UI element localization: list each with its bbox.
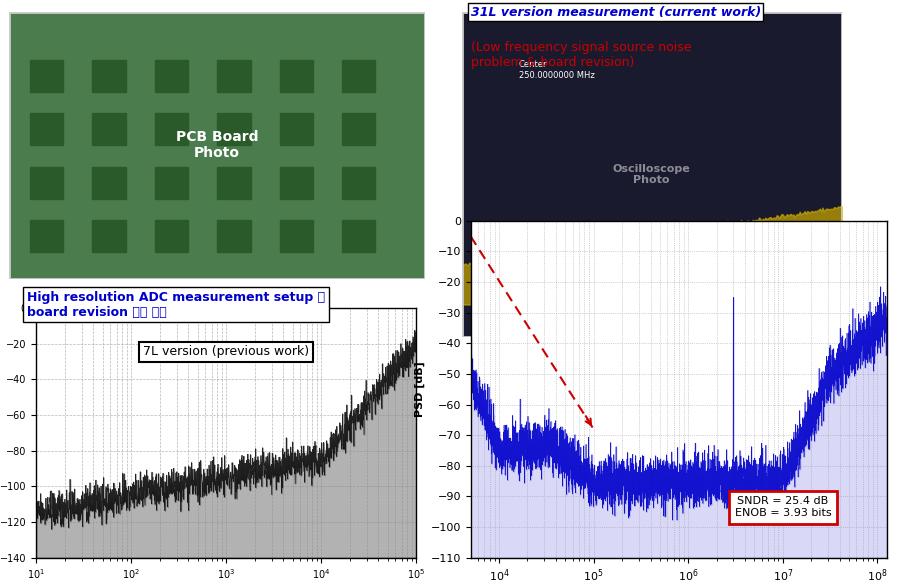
Bar — [342, 220, 376, 252]
Bar — [92, 220, 126, 252]
Y-axis label: PSD [dB]: PSD [dB] — [414, 361, 425, 417]
Bar — [92, 167, 126, 199]
Bar — [30, 60, 63, 92]
Bar — [155, 220, 188, 252]
Bar — [30, 113, 63, 145]
Title: ADR: ADR — [214, 297, 238, 307]
Text: Center
250.0000000 MHz: Center 250.0000000 MHz — [519, 60, 595, 80]
Text: 7L version (previous work): 7L version (previous work) — [143, 345, 310, 358]
Bar — [280, 167, 313, 199]
Text: (Low frequency signal source noise
problem & board revision): (Low frequency signal source noise probl… — [471, 41, 691, 69]
Bar — [342, 167, 376, 199]
Text: High resolution ADC measurement setup 및
board revision 설계 진행: High resolution ADC measurement setup 및 … — [27, 290, 325, 318]
Bar — [30, 220, 63, 252]
Bar — [342, 60, 376, 92]
Text: SNDR = 25.4 dB
ENOB = 3.93 bits: SNDR = 25.4 dB ENOB = 3.93 bits — [735, 496, 831, 518]
Bar — [155, 113, 188, 145]
Bar — [280, 220, 313, 252]
Bar — [342, 113, 376, 145]
Bar — [155, 167, 188, 199]
Text: 31L version measurement (current work): 31L version measurement (current work) — [471, 6, 761, 19]
Text: PCB Board
Photo: PCB Board Photo — [176, 130, 259, 160]
Bar — [280, 60, 313, 92]
Bar — [217, 60, 251, 92]
Bar — [217, 113, 251, 145]
Bar — [217, 167, 251, 199]
Bar — [30, 167, 63, 199]
Text: Oscilloscope
Photo: Oscilloscope Photo — [613, 163, 691, 185]
Bar — [92, 113, 126, 145]
Bar — [155, 60, 188, 92]
Bar — [280, 113, 313, 145]
Bar — [92, 60, 126, 92]
Bar — [217, 220, 251, 252]
